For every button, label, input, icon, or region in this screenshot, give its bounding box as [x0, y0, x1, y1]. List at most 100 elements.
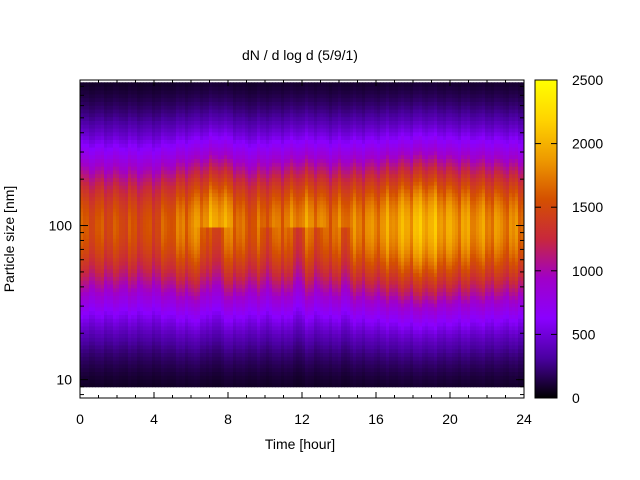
- heatmap-cell: [176, 360, 180, 365]
- heatmap-cell: [227, 302, 231, 308]
- heatmap-cell: [224, 93, 228, 99]
- heatmap-cell: [221, 287, 225, 293]
- heatmap-cell: [179, 333, 183, 338]
- heatmap-cell: [140, 86, 144, 91]
- heatmap-cell: [221, 264, 225, 270]
- heatmap-cell: [80, 302, 84, 308]
- heatmap-cell: [92, 211, 96, 217]
- heatmap-cell: [200, 341, 204, 346]
- heatmap-cell: [239, 150, 243, 156]
- heatmap-cell: [155, 89, 159, 95]
- heatmap-cell: [227, 295, 231, 300]
- heatmap-cell: [263, 89, 267, 95]
- heatmap-cell: [173, 105, 177, 110]
- heatmap-cell: [101, 291, 105, 296]
- heatmap-cell: [140, 287, 144, 293]
- heatmap-cell: [104, 139, 108, 144]
- heatmap-cell: [215, 101, 219, 106]
- heatmap-cell: [86, 257, 90, 262]
- heatmap-cell: [260, 310, 264, 315]
- heatmap-cell: [89, 329, 93, 335]
- heatmap-cell: [86, 173, 90, 179]
- heatmap-cell: [86, 207, 90, 213]
- heatmap-cell: [200, 177, 204, 182]
- heatmap-cell: [83, 143, 87, 148]
- heatmap-cell: [194, 245, 198, 251]
- heatmap-cell: [113, 287, 117, 293]
- heatmap-cell: [227, 337, 231, 342]
- heatmap-cell: [149, 127, 153, 133]
- heatmap-cell: [212, 295, 216, 300]
- heatmap-cell: [197, 150, 201, 156]
- heatmap-cell: [131, 230, 135, 236]
- heatmap-cell: [179, 242, 183, 247]
- heatmap-cell: [122, 169, 126, 175]
- heatmap-cell: [116, 112, 120, 118]
- heatmap-cell: [104, 196, 108, 201]
- heatmap-cell: [107, 226, 111, 232]
- heatmap-cell: [227, 147, 231, 152]
- heatmap-cell: [191, 268, 195, 274]
- heatmap-cell: [152, 150, 156, 156]
- heatmap-cell: [176, 302, 180, 308]
- heatmap-cell: [257, 322, 261, 327]
- heatmap-cell: [167, 329, 171, 335]
- heatmap-cell: [230, 89, 234, 95]
- heatmap-cell: [149, 188, 153, 194]
- heatmap-cell: [242, 291, 246, 296]
- heatmap-cell: [95, 291, 99, 296]
- heatmap-cell: [104, 101, 108, 106]
- heatmap-cell: [191, 291, 195, 296]
- heatmap-cell: [83, 101, 87, 106]
- heatmap-cell: [119, 360, 123, 365]
- heatmap-cell: [89, 143, 93, 148]
- heatmap-cell: [86, 245, 90, 251]
- heatmap-cell: [164, 101, 168, 106]
- heatmap-cell: [185, 135, 189, 140]
- heatmap-cell: [218, 226, 222, 232]
- heatmap-cell: [167, 322, 171, 327]
- heatmap-cell: [245, 147, 249, 152]
- heatmap-cell: [110, 108, 114, 114]
- heatmap-cell: [86, 196, 90, 201]
- heatmap-cell: [167, 127, 171, 133]
- heatmap-cell: [179, 139, 183, 144]
- heatmap-cell: [260, 120, 264, 125]
- heatmap-cell: [218, 249, 222, 255]
- heatmap-cell: [158, 169, 162, 175]
- heatmap-cell: [92, 162, 96, 167]
- heatmap-cell: [260, 169, 264, 175]
- heatmap-cell: [203, 82, 207, 87]
- heatmap-cell: [101, 196, 105, 201]
- heatmap-cell: [245, 341, 249, 346]
- heatmap-cell: [179, 124, 183, 129]
- heatmap-cell: [221, 379, 225, 384]
- heatmap-cell: [83, 116, 87, 121]
- heatmap-cell: [125, 219, 129, 224]
- heatmap-cell: [128, 322, 132, 327]
- heatmap-cell: [173, 291, 177, 296]
- heatmap-cell: [251, 238, 255, 243]
- heatmap-cell: [212, 211, 216, 217]
- heatmap-cell: [173, 139, 177, 144]
- heatmap-cell: [245, 299, 249, 304]
- heatmap-cell: [197, 306, 201, 312]
- heatmap-cell: [251, 188, 255, 194]
- heatmap-cell: [257, 253, 261, 258]
- heatmap-cell: [161, 127, 165, 133]
- heatmap-cell: [227, 112, 231, 118]
- heatmap-cell: [104, 223, 108, 228]
- heatmap-cell: [212, 82, 216, 87]
- heatmap-cell: [209, 245, 213, 251]
- heatmap-cell: [200, 86, 204, 91]
- heatmap-cell: [176, 295, 180, 300]
- heatmap-cell: [200, 89, 204, 95]
- heatmap-cell: [191, 196, 195, 201]
- heatmap-cell: [212, 124, 216, 129]
- heatmap-cell: [119, 337, 123, 342]
- heatmap-cell: [122, 112, 126, 118]
- heatmap-cell: [143, 169, 147, 175]
- heatmap-cell: [89, 200, 93, 205]
- heatmap-cell: [194, 249, 198, 255]
- heatmap-cell: [119, 185, 123, 190]
